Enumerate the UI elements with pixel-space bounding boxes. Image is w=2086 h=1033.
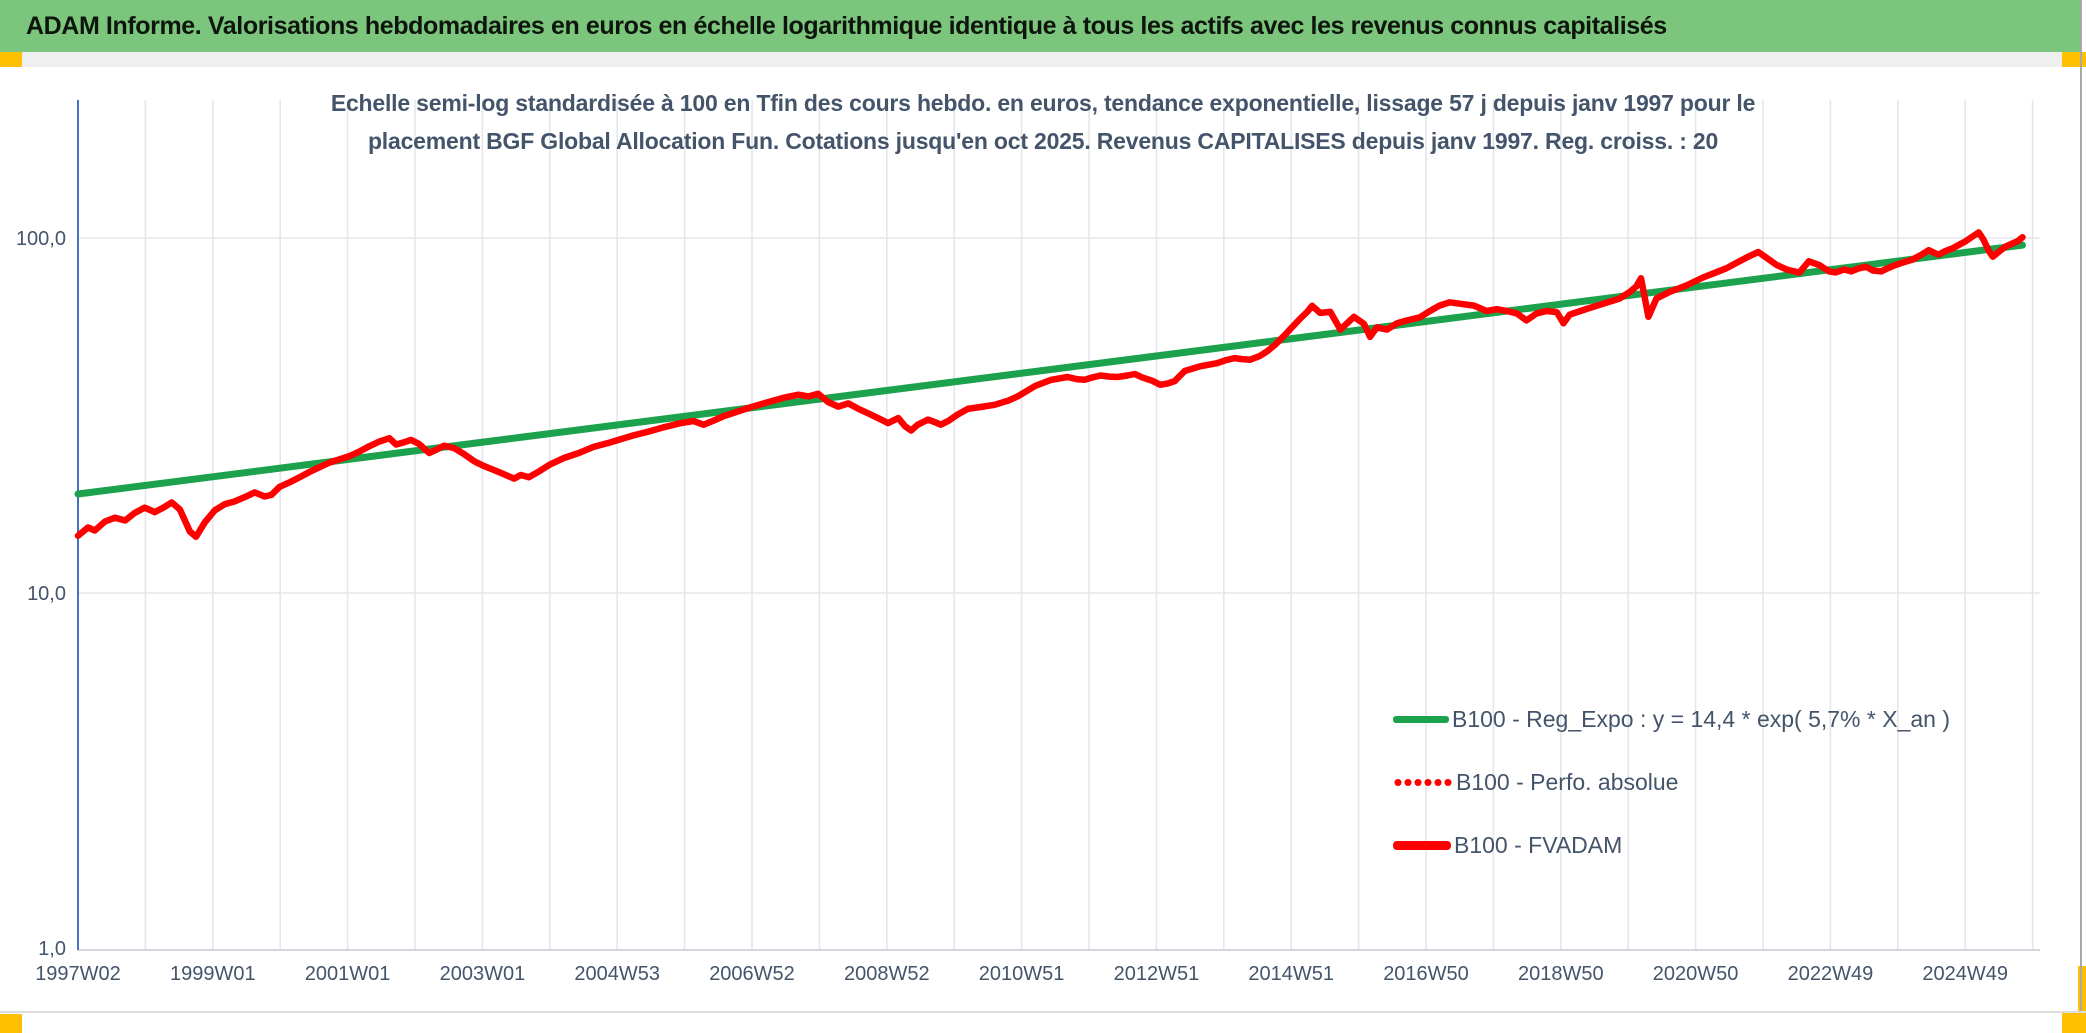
- svg-text:2008W52: 2008W52: [844, 963, 930, 985]
- chart-title-line2: placement BGF Global Allocation Fun. Cot…: [367, 128, 1719, 154]
- legend-label-fvadam: B100 - FVADAM: [1454, 832, 1623, 858]
- svg-text:1999W01: 1999W01: [170, 963, 256, 985]
- red-dotted-line-swatch-icon: [1393, 778, 1453, 787]
- x-axis-tick-labels: 1997W02 1999W01 2001W01 2003W01 2004W53 2006W…: [35, 963, 2008, 985]
- red-line-swatch-icon: [1393, 841, 1451, 850]
- svg-text:2024W49: 2024W49: [1922, 963, 2008, 985]
- chart-legend: B100 - Reg_Expo : y = 14,4 * exp( 5,7% *…: [1393, 688, 1950, 877]
- gold-accent-bottom-left: [0, 1014, 22, 1033]
- svg-text:2006W52: 2006W52: [709, 963, 795, 985]
- svg-text:2001W01: 2001W01: [305, 963, 391, 985]
- svg-text:2014W51: 2014W51: [1248, 963, 1334, 985]
- gold-accent-right-strip: [2078, 966, 2086, 1012]
- svg-text:2012W51: 2012W51: [1114, 963, 1200, 985]
- svg-text:2022W49: 2022W49: [1788, 963, 1874, 985]
- svg-text:2003W01: 2003W01: [440, 963, 526, 985]
- legend-label-perfo-absolue: B100 - Perfo. absolue: [1456, 769, 1679, 795]
- legend-item-perfo-absolue: B100 - Perfo. absolue: [1393, 751, 1950, 814]
- svg-text:1997W02: 1997W02: [35, 963, 121, 985]
- svg-text:2004W53: 2004W53: [574, 963, 660, 985]
- legend-item-reg-expo: B100 - Reg_Expo : y = 14,4 * exp( 5,7% *…: [1393, 688, 1950, 751]
- svg-text:10,0: 10,0: [27, 583, 66, 605]
- svg-text:2020W50: 2020W50: [1653, 963, 1739, 985]
- sheet-right-border: [2080, 0, 2082, 1012]
- svg-text:2016W50: 2016W50: [1383, 963, 1469, 985]
- header-underline-band: [0, 52, 2086, 67]
- sheet-bottom-rule: [0, 1011, 2086, 1013]
- page-title: ADAM Informe. Valorisations hebdomadaire…: [0, 0, 2080, 52]
- svg-text:100,0: 100,0: [16, 228, 66, 250]
- gridlines: [77, 100, 2040, 950]
- gold-accent-bottom-right: [2062, 1012, 2086, 1033]
- svg-text:2018W50: 2018W50: [1518, 963, 1604, 985]
- green-line-swatch-icon: [1393, 716, 1449, 723]
- svg-text:1,0: 1,0: [38, 938, 66, 960]
- legend-item-fvadam: B100 - FVADAM: [1393, 814, 1950, 877]
- axis-lines: [77, 100, 2040, 951]
- svg-text:2010W51: 2010W51: [979, 963, 1065, 985]
- chart-title-line1: Echelle semi-log standardisée à 100 en T…: [330, 90, 1756, 116]
- data-series: [74, 229, 2026, 541]
- gold-accent-top-left: [0, 52, 22, 67]
- y-axis-tick-labels: 100,0 10,0 1,0: [16, 228, 66, 960]
- legend-label-reg-expo: B100 - Reg_Expo : y = 14,4 * exp( 5,7% *…: [1452, 706, 1950, 732]
- chart-title: Echelle semi-log standardisée à 100 en T…: [0, 84, 2086, 160]
